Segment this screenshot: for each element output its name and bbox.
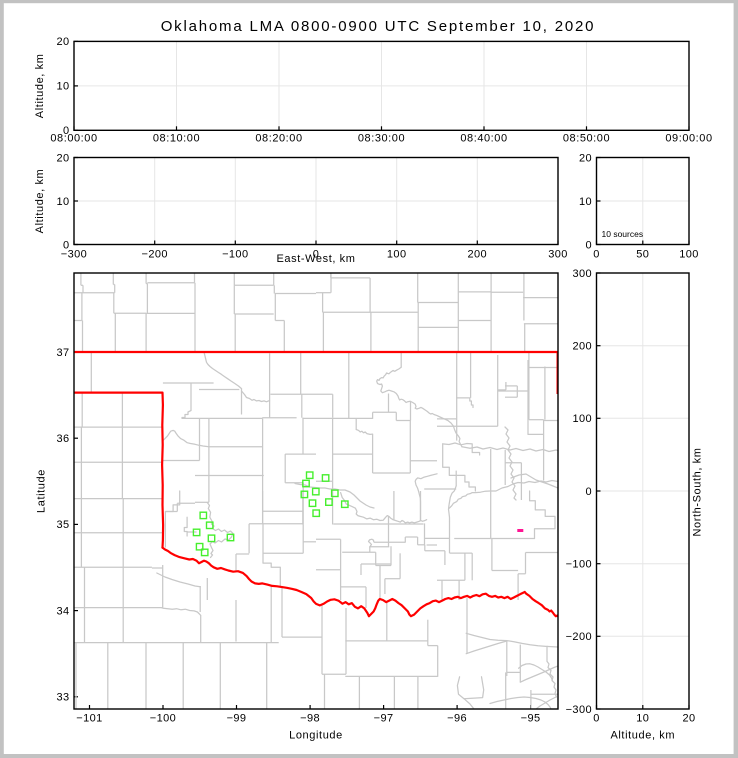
svg-text:36: 36 [56, 433, 69, 445]
svg-text:−300: −300 [566, 704, 592, 716]
svg-text:33: 33 [56, 692, 69, 704]
svg-text:Latitude: Latitude [36, 469, 48, 513]
svg-text:−300: −300 [61, 249, 87, 261]
svg-text:20: 20 [56, 36, 69, 48]
svg-text:100: 100 [679, 249, 699, 261]
svg-text:20: 20 [579, 152, 592, 164]
svg-text:−100: −100 [566, 559, 592, 571]
svg-text:0: 0 [63, 239, 70, 251]
svg-text:300: 300 [572, 268, 592, 280]
svg-text:34: 34 [56, 605, 69, 617]
svg-text:08:30:00: 08:30:00 [358, 133, 405, 145]
svg-text:−100: −100 [222, 249, 248, 261]
svg-text:100: 100 [572, 413, 592, 425]
svg-text:08:10:00: 08:10:00 [153, 133, 200, 145]
svg-text:10: 10 [636, 713, 649, 725]
svg-text:−100: −100 [150, 713, 176, 725]
svg-text:08:00:00: 08:00:00 [50, 133, 97, 145]
svg-text:10 sources: 10 sources [602, 229, 644, 239]
svg-text:37: 37 [56, 347, 69, 359]
svg-text:Altitude, km: Altitude, km [34, 54, 46, 119]
svg-text:300: 300 [548, 249, 568, 261]
svg-text:Oklahoma LMA 0800-0900 UTC Sep: Oklahoma LMA 0800-0900 UTC September 10,… [161, 18, 596, 35]
svg-text:−99: −99 [227, 713, 247, 725]
svg-text:08:50:00: 08:50:00 [563, 133, 610, 145]
svg-text:0: 0 [313, 249, 320, 261]
svg-text:−95: −95 [521, 713, 541, 725]
svg-text:0: 0 [585, 486, 592, 498]
svg-text:East-West, km: East-West, km [276, 253, 355, 265]
svg-text:20: 20 [56, 152, 69, 164]
svg-text:−200: −200 [566, 631, 592, 643]
svg-text:10: 10 [56, 196, 69, 208]
svg-text:−98: −98 [300, 713, 320, 725]
svg-text:08:20:00: 08:20:00 [255, 133, 302, 145]
svg-text:0: 0 [585, 239, 592, 251]
svg-text:100: 100 [387, 249, 407, 261]
svg-text:Longitude: Longitude [289, 730, 343, 742]
svg-text:09:00:00: 09:00:00 [665, 133, 712, 145]
svg-text:−96: −96 [447, 713, 467, 725]
svg-text:200: 200 [572, 341, 592, 353]
svg-text:−97: −97 [374, 713, 394, 725]
svg-text:10: 10 [579, 196, 592, 208]
svg-text:North-South, km: North-South, km [692, 447, 704, 536]
svg-text:35: 35 [56, 519, 69, 531]
svg-text:200: 200 [468, 249, 488, 261]
svg-text:0: 0 [593, 249, 600, 261]
svg-text:08:40:00: 08:40:00 [460, 133, 507, 145]
svg-text:Altitude, km: Altitude, km [610, 730, 675, 742]
svg-text:0: 0 [63, 125, 70, 137]
svg-text:Altitude, km: Altitude, km [34, 169, 46, 234]
svg-text:−101: −101 [76, 713, 102, 725]
svg-text:−200: −200 [142, 249, 168, 261]
svg-text:10: 10 [56, 81, 69, 93]
svg-text:0: 0 [593, 713, 600, 725]
svg-text:50: 50 [636, 249, 649, 261]
svg-text:20: 20 [682, 713, 695, 725]
